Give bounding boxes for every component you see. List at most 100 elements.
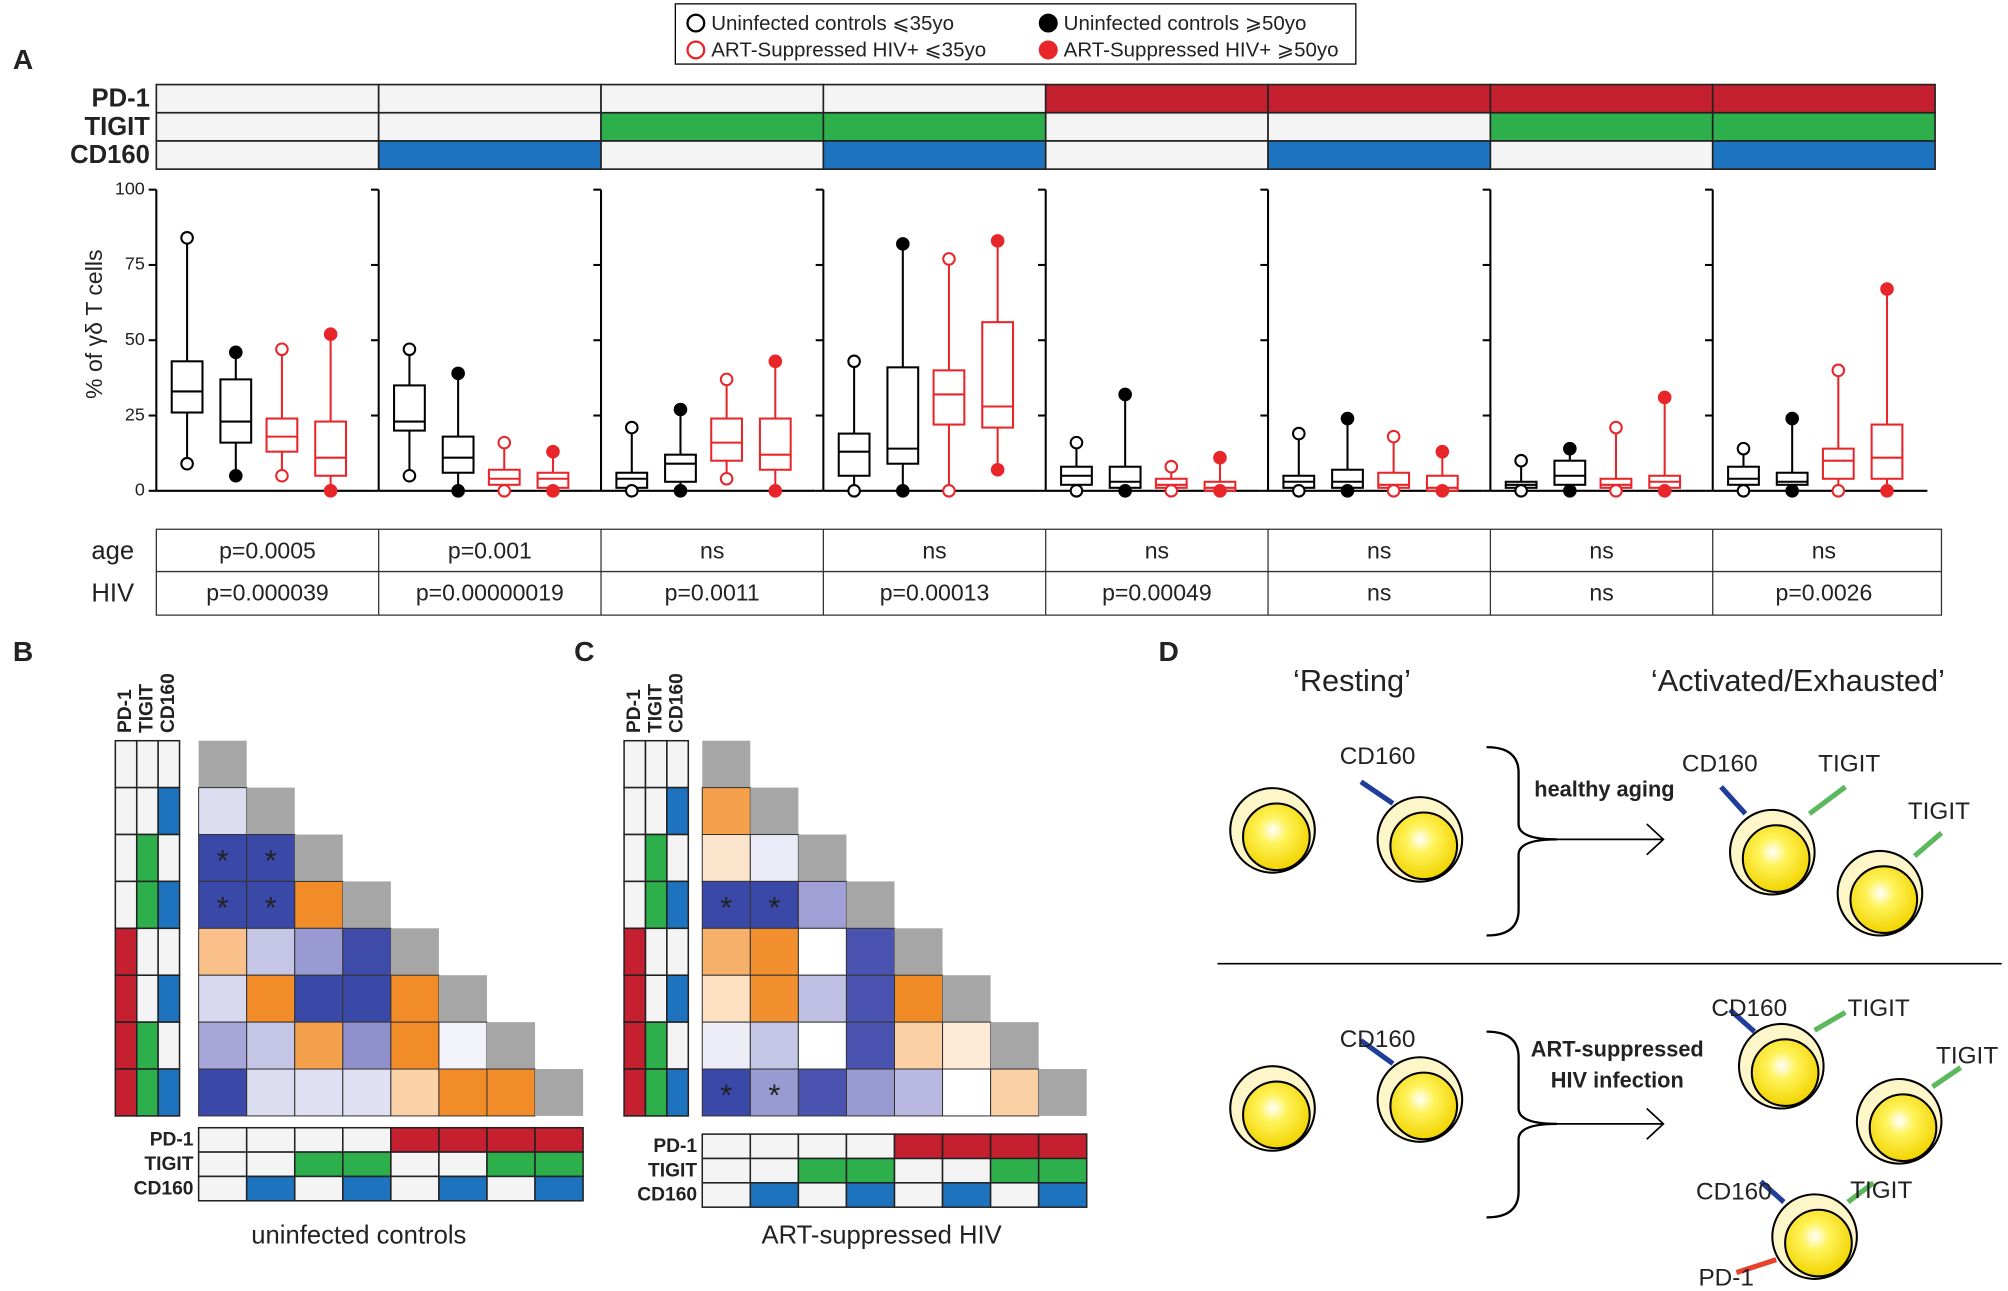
extreme-point <box>942 252 956 266</box>
extreme-point <box>1657 484 1672 498</box>
extreme-point <box>1118 387 1132 402</box>
box <box>886 366 920 465</box>
figure-body: A B C D Uninfected controls ⩽35yo Uninfected … <box>13 3 2002 1291</box>
box <box>1775 471 1809 486</box>
marker-label: CD160 <box>70 141 150 169</box>
phenotype-cell <box>822 83 1047 114</box>
phenotype-cell <box>822 111 1047 142</box>
extreme-point <box>180 231 194 245</box>
extreme-point <box>546 444 560 459</box>
diagonal-cell <box>894 928 943 976</box>
receptor <box>1728 1007 1757 1034</box>
heat-cell <box>438 1021 488 1070</box>
marker-label: CD160 <box>158 673 179 733</box>
p-value: p=0.000039 <box>206 580 328 606</box>
heat-cell <box>486 1068 536 1117</box>
heat-cell <box>438 1068 488 1117</box>
y-tick-label: 100 <box>115 178 145 198</box>
phenotype-cell <box>666 739 690 789</box>
marker-label: CD160 <box>637 1185 697 1206</box>
diagonal-cell <box>798 834 847 882</box>
extreme-point <box>847 484 861 498</box>
box <box>393 384 426 432</box>
condition-label: HIV infection <box>1551 1067 1684 1092</box>
receptor <box>1912 831 1944 858</box>
phenotype-cell <box>135 880 159 930</box>
extreme-point <box>1514 453 1528 468</box>
stats-row-label: age <box>91 537 134 565</box>
marker-label: TIGIT <box>645 684 666 733</box>
heat-cell <box>749 1068 799 1117</box>
phenotype-cell <box>644 880 668 930</box>
significance-mark: * <box>720 1078 732 1113</box>
phenotype-cell <box>666 1068 690 1117</box>
marker-label: PD-1 <box>115 689 136 733</box>
p-value: ns <box>1812 537 1836 563</box>
heat-cell <box>294 1068 344 1117</box>
heat-cell <box>845 1068 895 1117</box>
phenotype-cell <box>486 1126 536 1153</box>
receptor-label: TIGIT <box>1848 995 1910 1022</box>
phenotype-cell <box>1037 1157 1088 1184</box>
p-value: p=0.0026 <box>1776 580 1873 606</box>
phenotype-cell <box>245 1126 296 1153</box>
receptor <box>1931 1065 1963 1089</box>
phenotype-cell <box>197 1151 248 1178</box>
significance-mark: * <box>768 890 780 925</box>
phenotype-cell <box>114 739 138 789</box>
heat-cell <box>893 1021 944 1070</box>
heat-cell <box>198 974 248 1023</box>
extreme-point <box>497 484 512 498</box>
box <box>837 432 871 477</box>
phenotype-cell <box>114 833 138 883</box>
box <box>1727 465 1760 486</box>
heat-cell <box>342 1068 392 1117</box>
phenotype-cell <box>438 1151 488 1178</box>
stats-row-label: HIV <box>91 579 134 607</box>
y-axis-label: % of γδ T cells <box>81 249 107 398</box>
phenotype-cell <box>157 786 181 836</box>
phenotype-cell <box>486 1175 536 1202</box>
phenotype-cell <box>155 83 380 114</box>
heat-cell <box>246 1021 296 1070</box>
extreme-point <box>1831 484 1846 498</box>
phenotype-cell <box>623 786 647 836</box>
receptor-label: TIGIT <box>1818 750 1880 777</box>
p-value: p=0.00013 <box>880 580 990 606</box>
significance-mark: * <box>265 843 277 878</box>
extreme-point <box>1292 484 1306 498</box>
phenotype-cell <box>486 1151 536 1178</box>
extreme-point <box>497 435 512 450</box>
p-value: p=0.00049 <box>1102 580 1212 606</box>
phenotype-cell <box>644 927 668 976</box>
extreme-point <box>847 354 861 369</box>
significance-mark: * <box>768 1078 780 1113</box>
phenotype-cell <box>666 927 690 976</box>
receptor-label: CD160 <box>1340 1026 1416 1053</box>
extreme-point <box>768 354 783 369</box>
diagonal-cell <box>486 1022 536 1070</box>
extreme-point <box>1563 484 1577 498</box>
extreme-point <box>1292 426 1306 441</box>
box <box>664 453 697 483</box>
box <box>710 417 744 462</box>
heat-cell <box>990 1068 1040 1117</box>
phenotype-cell <box>644 833 668 883</box>
marker-label: TIGIT <box>137 684 158 733</box>
diagonal-cell <box>390 928 439 976</box>
phenotype-cell <box>623 739 647 789</box>
extreme-point <box>1164 484 1179 498</box>
legend-label: ART-Suppressed HIV+ ⩾50yo <box>1064 39 1339 62</box>
phenotype-cell <box>157 1068 181 1117</box>
p-value: ns <box>1589 537 1613 563</box>
p-value: p=0.0005 <box>219 537 316 563</box>
heat-cell <box>893 974 944 1023</box>
extreme-point <box>402 342 417 357</box>
phenotype-cell <box>534 1126 584 1153</box>
phenotype-cell <box>342 1126 392 1153</box>
phenotype-cell <box>797 1182 848 1208</box>
phenotype-cell <box>1711 83 1936 114</box>
phenotype-cell <box>749 1157 800 1184</box>
phenotype-cell <box>797 1133 848 1160</box>
marker-label: TIGIT <box>648 1160 697 1181</box>
